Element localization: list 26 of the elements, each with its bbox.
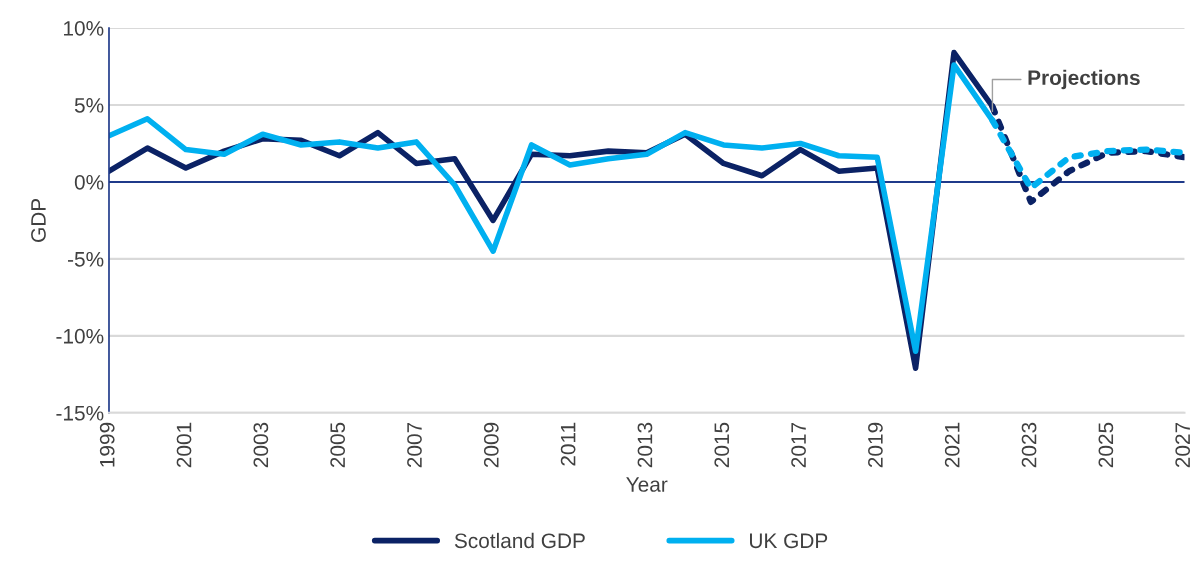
x-tick-label: 2019: [868, 422, 883, 468]
y-tick-label: -5%: [68, 251, 104, 267]
legend-label: UK GDP: [750, 533, 828, 549]
y-tick-label: 5%: [74, 98, 104, 113]
x-tick-label: 2023: [1021, 422, 1037, 468]
x-tick-label: 2007: [407, 422, 422, 468]
x-tick-label: 2025: [1098, 422, 1114, 468]
x-tick-label: 2015: [714, 422, 730, 468]
x-tick-label: 2003: [253, 422, 269, 468]
y-tick-label: 10%: [64, 20, 104, 36]
x-axis-title: Year: [626, 477, 668, 492]
x-tick-label: 2011: [560, 422, 576, 466]
x-tick-label: 2001: [176, 422, 192, 468]
y-tick-label: -15%: [56, 405, 104, 421]
y-tick-label: 0%: [74, 174, 104, 190]
x-tick-label: 2017: [791, 422, 806, 468]
y-axis-title: GDP: [31, 198, 46, 242]
x-tick-label: 2005: [330, 422, 346, 468]
x-tick-label: 2027: [1175, 422, 1191, 468]
x-tick-label: 1999: [99, 422, 115, 467]
x-tick-label: 2013: [637, 422, 653, 468]
x-tick-label: 2009: [483, 422, 499, 468]
x-tick-label: 2021: [944, 422, 960, 468]
annotation: Projections: [1028, 69, 1140, 90]
y-tick-label: -10%: [56, 328, 104, 344]
legend-label: Scotland GDP: [454, 532, 585, 549]
